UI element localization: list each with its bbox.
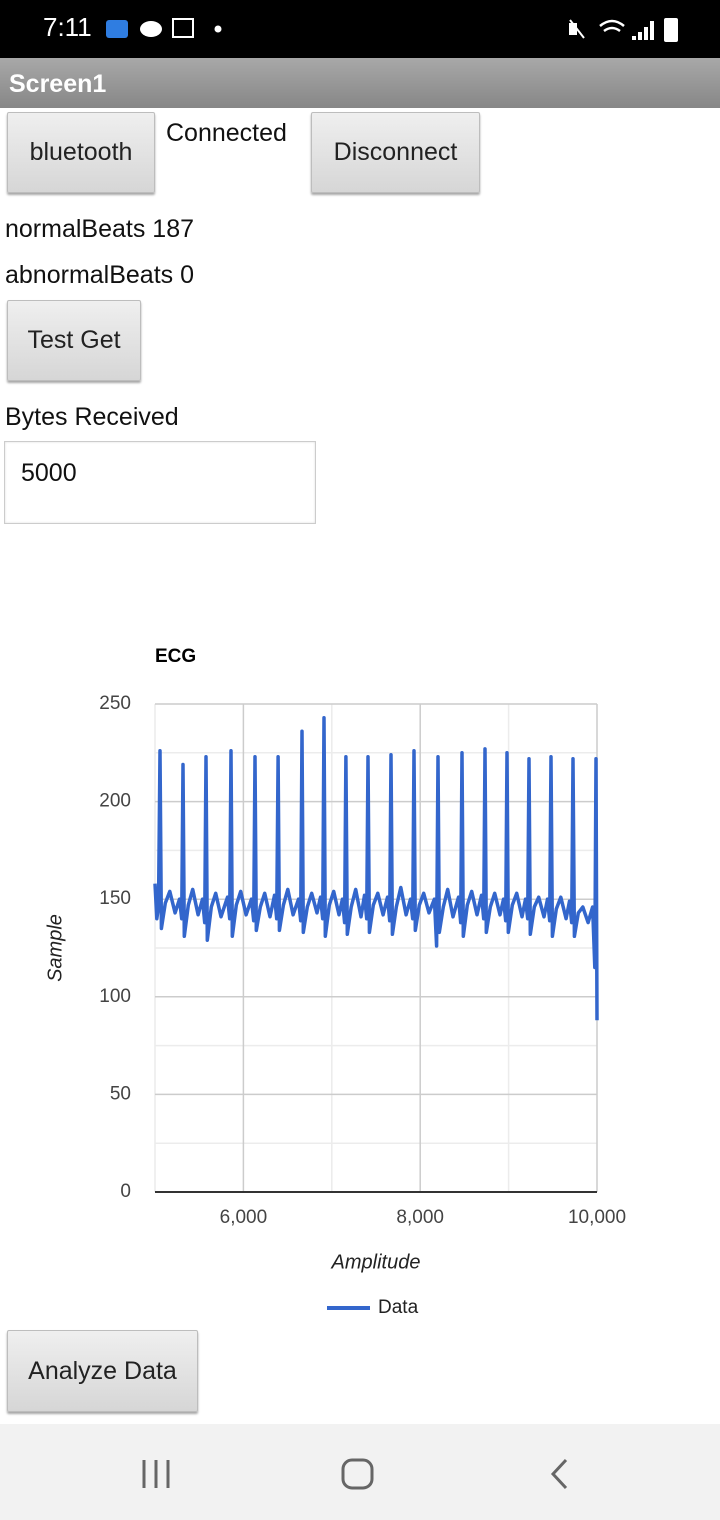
x-tick-label: 6,000 — [220, 1207, 268, 1228]
navigation-bar — [0, 1424, 720, 1520]
recents-icon[interactable] — [142, 1460, 170, 1488]
nav-icons — [142, 1458, 568, 1490]
disconnect-button[interactable]: Disconnect — [311, 112, 480, 193]
bytes-textbox[interactable]: 5000 — [4, 441, 316, 524]
screen-title: Screen1 — [9, 70, 107, 98]
x-tick-label: 10,000 — [568, 1207, 626, 1228]
connection-status: Connected — [166, 119, 287, 147]
abnormal-beats: abnormalBeats 0 — [5, 261, 195, 289]
x-axis-label: Amplitude — [331, 1251, 421, 1273]
chart: ECG Amplitude Sample 0 50 100 150 200 250 6,00… — [44, 646, 626, 1318]
legend-label: Data — [378, 1297, 419, 1318]
y-axis-label: Sample — [44, 914, 66, 982]
y-tick-label: 50 — [110, 1083, 131, 1104]
test-get-button[interactable]: Test Get — [7, 300, 141, 381]
status-icons — [106, 18, 678, 42]
x-tick-label: 8,000 — [396, 1207, 444, 1228]
y-tick-label: 100 — [99, 986, 131, 1007]
status-time: 7:11 — [43, 12, 92, 42]
y-tick-label: 250 — [99, 693, 131, 714]
y-tick-label: 150 — [99, 888, 131, 909]
data-line — [153, 715, 599, 1021]
title-bar — [0, 58, 720, 108]
home-icon[interactable] — [341, 1458, 374, 1490]
y-tick-label: 0 — [120, 1181, 131, 1202]
chart-title: ECG — [155, 646, 196, 667]
y-tick-label: 200 — [99, 791, 131, 812]
back-icon[interactable] — [550, 1458, 568, 1490]
bytes-label: Bytes Received — [5, 403, 179, 431]
bluetooth-button[interactable]: bluetooth — [7, 112, 155, 193]
analyze-button[interactable]: Analyze Data — [7, 1330, 198, 1412]
normal-beats: normalBeats 187 — [5, 215, 195, 243]
